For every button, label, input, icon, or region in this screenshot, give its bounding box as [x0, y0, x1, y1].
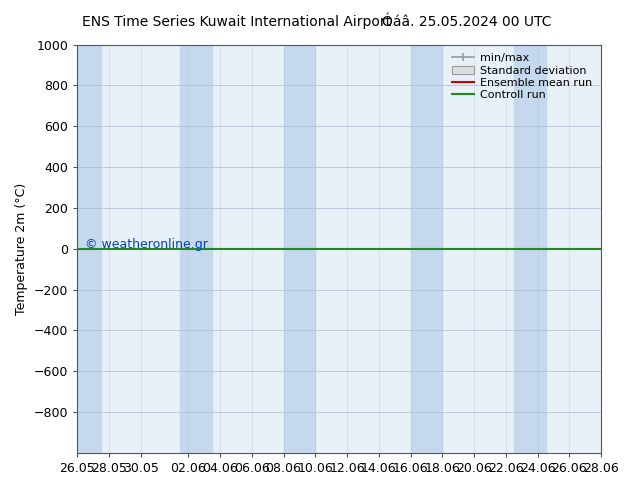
Bar: [77, 45, 101, 453]
Bar: [411, 45, 443, 453]
Y-axis label: Temperature 2m (°C): Temperature 2m (°C): [15, 183, 28, 315]
Text: ENS Time Series Kuwait International Airport: ENS Time Series Kuwait International Air…: [82, 15, 392, 29]
Bar: [283, 45, 315, 453]
Text: Óáâ. 25.05.2024 00 UTC: Óáâ. 25.05.2024 00 UTC: [382, 15, 552, 29]
Text: © weatheronline.gr: © weatheronline.gr: [85, 238, 208, 250]
Legend: min/max, Standard deviation, Ensemble mean run, Controll run: min/max, Standard deviation, Ensemble me…: [449, 50, 595, 103]
Bar: [180, 45, 212, 453]
Bar: [514, 45, 545, 453]
